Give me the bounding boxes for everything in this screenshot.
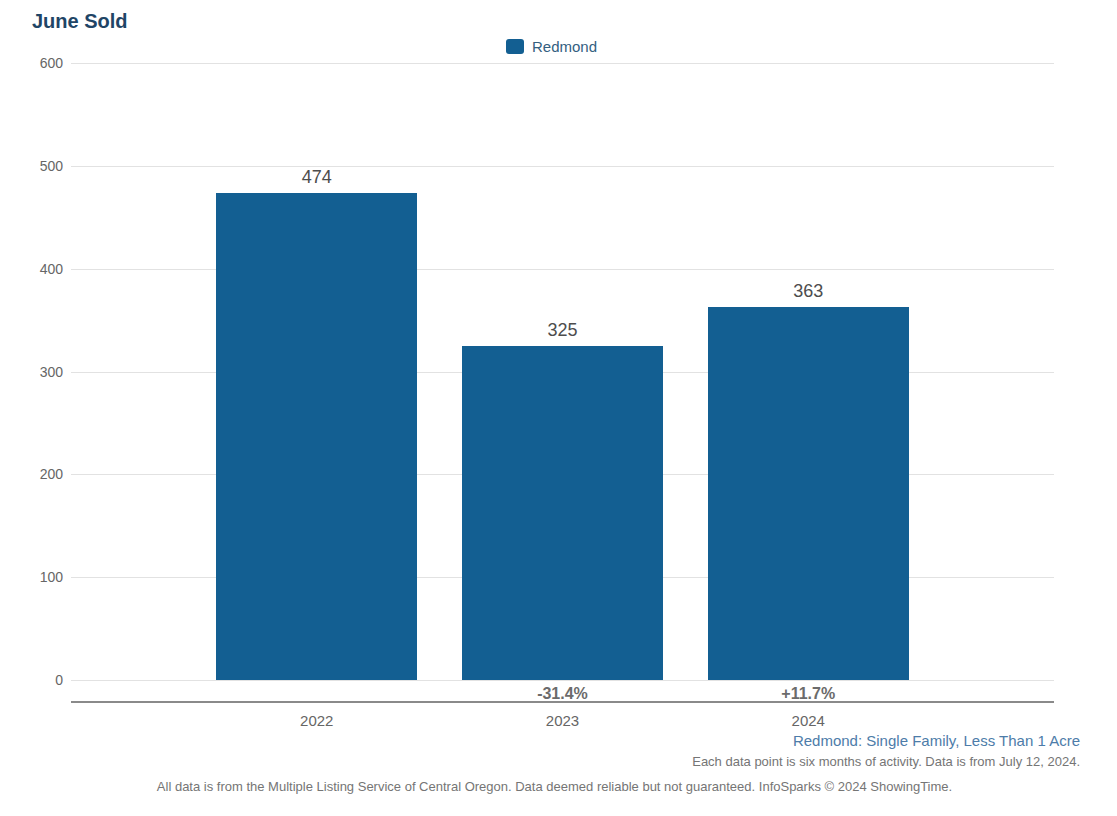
bar-2022[interactable]: [216, 193, 417, 680]
x-tick-label-2024: 2024: [708, 712, 909, 729]
chart-canvas: June Sold Redmond 0100200300400500600474…: [0, 0, 1117, 816]
bar-value-label-2024: 363: [708, 281, 909, 301]
bar-2023[interactable]: [462, 346, 663, 680]
bar-2024[interactable]: [708, 307, 909, 680]
y-tick-label-100: 100: [0, 570, 63, 584]
y-tick-label-300: 300: [0, 365, 63, 379]
y-tick-label-200: 200: [0, 467, 63, 481]
y-tick-label-600: 600: [0, 56, 63, 70]
y-tick-label-0: 0: [0, 673, 63, 687]
x-axis-line: [71, 701, 1054, 703]
gridline-y-0: [71, 680, 1054, 681]
disclaimer: All data is from the Multiple Listing Se…: [0, 779, 1109, 794]
y-tick-label-400: 400: [0, 262, 63, 276]
x-tick-label-2022: 2022: [216, 712, 417, 729]
bar-value-label-2022: 474: [216, 167, 417, 187]
plot-area: 01002003004005006004742022325-31.4%20233…: [0, 0, 1117, 816]
gridline-y-600: [71, 63, 1054, 64]
y-tick-label-500: 500: [0, 159, 63, 173]
x-tick-label-2023: 2023: [462, 712, 663, 729]
data-note: Each data point is six months of activit…: [692, 754, 1080, 769]
segment-description: Redmond: Single Family, Less Than 1 Acre: [793, 732, 1080, 749]
bar-value-label-2023: 325: [462, 320, 663, 340]
